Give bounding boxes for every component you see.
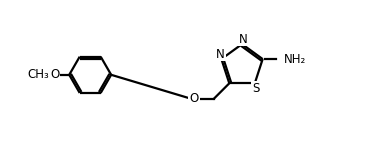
Text: N: N — [238, 33, 247, 46]
Text: CH₃: CH₃ — [28, 68, 49, 81]
Text: NH₂: NH₂ — [284, 53, 307, 66]
Text: N: N — [216, 47, 225, 60]
Text: O: O — [189, 92, 199, 105]
Text: O: O — [50, 68, 60, 81]
Text: S: S — [252, 81, 259, 94]
